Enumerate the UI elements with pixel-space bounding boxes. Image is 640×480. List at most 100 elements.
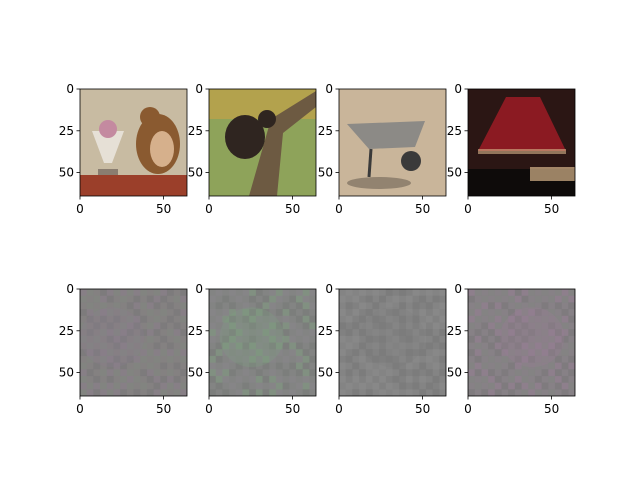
noise-cell xyxy=(160,295,168,303)
noise-cell xyxy=(548,335,556,343)
noise-cell xyxy=(235,382,243,390)
noise-cell xyxy=(339,335,346,343)
noise-cell xyxy=(359,335,366,343)
noise-cell xyxy=(209,389,216,397)
noise-cell xyxy=(229,309,236,316)
noise-cell xyxy=(392,349,400,357)
noise-cell xyxy=(295,335,303,343)
noise-cell xyxy=(514,342,522,350)
noise-cell xyxy=(554,309,562,316)
noise-cell xyxy=(508,342,516,350)
noise-cell xyxy=(295,315,303,323)
noise-cell xyxy=(80,295,87,303)
noise-cell xyxy=(521,349,529,357)
noise-cell xyxy=(352,295,360,303)
noise-cell xyxy=(302,355,310,363)
noise-cell xyxy=(166,375,174,383)
noise-cell xyxy=(359,382,366,390)
noise-cell xyxy=(126,309,134,316)
noise-cell xyxy=(379,369,387,377)
axes-frame xyxy=(338,288,447,397)
noise-cell xyxy=(113,289,121,296)
noise-cell xyxy=(521,355,529,363)
noise-cell xyxy=(229,355,236,363)
noise-cell xyxy=(508,322,516,330)
noise-cell xyxy=(289,355,297,363)
noise-cell xyxy=(468,342,475,350)
noise-cell xyxy=(365,362,373,370)
noise-cell xyxy=(534,382,542,390)
squirrel-belly xyxy=(150,131,174,167)
noise-cell xyxy=(133,289,141,296)
noise-cell xyxy=(359,329,366,337)
noise-cell xyxy=(501,355,509,363)
y-tick-label: 25 xyxy=(59,324,74,338)
noise-cell xyxy=(419,355,427,363)
noise-cell xyxy=(229,342,236,350)
noise-cell xyxy=(160,362,168,370)
noise-cell xyxy=(534,329,542,337)
noise-cell xyxy=(521,342,529,350)
noise-cell xyxy=(392,289,400,296)
noise-cell xyxy=(173,389,181,397)
x-tick-label: 0 xyxy=(464,402,472,416)
noise-cell xyxy=(439,382,447,390)
noise-cell xyxy=(365,382,373,390)
noise-cell xyxy=(100,369,107,377)
noise-cell xyxy=(86,369,94,377)
noise-cell xyxy=(249,309,257,316)
noise-cell xyxy=(521,295,529,303)
noise-cell xyxy=(372,309,380,316)
glass-base xyxy=(98,169,118,175)
noise-cell xyxy=(419,289,427,296)
noise-cell xyxy=(432,382,440,390)
noise-cell xyxy=(100,362,107,370)
noise-cell xyxy=(365,302,373,310)
noise-cell xyxy=(255,329,263,337)
noise-cell xyxy=(160,355,168,363)
noise-cell xyxy=(209,362,216,370)
noise-cell xyxy=(215,329,223,337)
noise-cell xyxy=(146,329,154,337)
noise-cell xyxy=(229,369,236,377)
noise-cell xyxy=(80,309,87,316)
noise-cell xyxy=(488,349,495,357)
noise-cell xyxy=(113,369,121,377)
noise-cell xyxy=(86,329,94,337)
noise-cell xyxy=(249,342,257,350)
noise-cell xyxy=(249,382,257,390)
noise-cell xyxy=(528,329,536,337)
noise-cell xyxy=(120,369,128,377)
noise-cell xyxy=(339,295,346,303)
noise-cell xyxy=(392,362,400,370)
noise-cell xyxy=(269,302,277,310)
noise-cell xyxy=(481,302,489,310)
noise-cell xyxy=(289,349,297,357)
noise-cell xyxy=(86,382,94,390)
noise-cell xyxy=(173,355,181,363)
noise-cell xyxy=(514,382,522,390)
noise-cell xyxy=(282,322,290,330)
y-tick-label: 50 xyxy=(318,366,333,380)
noise-cell xyxy=(508,355,516,363)
noise-cell xyxy=(345,329,353,337)
axes-frame xyxy=(338,88,447,197)
noise-cell xyxy=(508,362,516,370)
noise-cell xyxy=(514,315,522,323)
noise-cell xyxy=(528,335,536,343)
noise-cell xyxy=(432,302,440,310)
noise-cell xyxy=(146,375,154,383)
noise-cell xyxy=(379,289,387,296)
noise-cell xyxy=(568,322,576,330)
noise-cell xyxy=(249,355,257,363)
noise-cell xyxy=(372,329,380,337)
noise-cell xyxy=(235,355,243,363)
noise-cell xyxy=(481,382,489,390)
noise-cell xyxy=(541,342,549,350)
noise-cell xyxy=(262,309,270,316)
noise-cell xyxy=(140,302,148,310)
noise-cell xyxy=(412,342,420,350)
noise-cell xyxy=(235,349,243,357)
noise-cell xyxy=(561,315,569,323)
noise-cell xyxy=(146,302,154,310)
